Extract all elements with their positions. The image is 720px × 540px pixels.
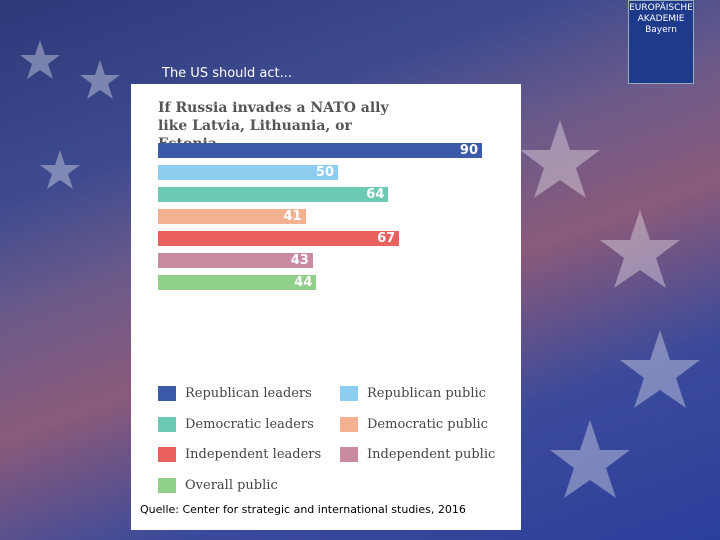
legend-label: Democratic public xyxy=(367,416,488,432)
legend-label: Independent public xyxy=(367,447,496,462)
bar xyxy=(158,209,306,224)
legend-swatch xyxy=(340,447,358,462)
value-label: 43 xyxy=(290,253,309,268)
bar xyxy=(158,187,389,202)
legend-label: Independent leaders xyxy=(185,447,322,462)
source: Quelle: Center for strategic and interna… xyxy=(140,503,466,516)
value-label: 64 xyxy=(366,187,385,202)
legend-label: Republican leaders xyxy=(185,386,312,401)
legend-label: Overall public xyxy=(185,477,278,493)
value-label: 44 xyxy=(294,275,313,290)
value-label: 41 xyxy=(283,209,302,224)
legend-swatch xyxy=(158,386,176,401)
bar xyxy=(158,143,482,158)
legend-label: Republican public xyxy=(367,386,486,401)
value-label: 90 xyxy=(459,143,478,158)
logo-text: EUROPÄISCHE xyxy=(629,3,693,13)
bar xyxy=(158,165,338,180)
legend-swatch xyxy=(340,386,358,401)
legend-swatch xyxy=(340,416,358,432)
logo: EUROPÄISCHE AKADEMIE Bayern xyxy=(628,0,694,84)
logo-text: AKADEMIE xyxy=(637,14,685,24)
legend-swatch xyxy=(158,447,176,462)
legend-swatch xyxy=(158,477,176,493)
legend-label: Democratic leaders xyxy=(185,416,314,432)
slide-title: The US should act... xyxy=(162,66,293,81)
bar xyxy=(158,253,313,268)
logo-text: Bayern xyxy=(645,25,677,35)
value-label: 50 xyxy=(315,165,334,180)
value-label: 67 xyxy=(377,231,396,246)
bar xyxy=(158,231,400,246)
bar xyxy=(158,275,317,290)
legend-swatch xyxy=(158,416,176,432)
chart-panel xyxy=(131,84,521,530)
